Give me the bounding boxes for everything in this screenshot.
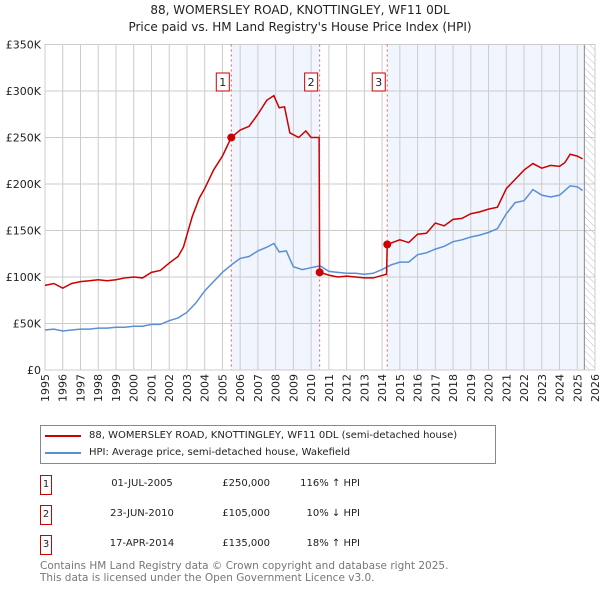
x-tick-label: 2007: [252, 374, 265, 402]
x-tick-label: 1995: [39, 374, 52, 402]
price-paid-line: [44, 94, 583, 290]
legend: 88, WOMERSLEY ROAD, KNOTTINGLEY, WF11 0D…: [40, 425, 496, 464]
x-tick-label: 2010: [305, 374, 318, 402]
x-tick-label: 2008: [270, 374, 283, 402]
transaction-hpi: 10% ↓ HPI: [306, 508, 360, 519]
x-tick-label: 2000: [128, 374, 141, 402]
x-tick-label: 1997: [74, 374, 87, 402]
x-tick-label: 1998: [92, 374, 105, 402]
x-tick-label: 1999: [110, 374, 123, 402]
x-tick-label: 2022: [518, 374, 531, 402]
x-tick-label: 2026: [589, 374, 600, 402]
sale-marker-label: 1: [219, 76, 226, 89]
x-tick-label: 2020: [483, 374, 496, 402]
transaction-marker: 1: [40, 475, 52, 495]
x-tick-label: 2006: [234, 374, 247, 402]
legend-label: 88, WOMERSLEY ROAD, KNOTTINGLEY, WF11 0D…: [89, 430, 458, 441]
x-tick-label: 2003: [181, 374, 194, 402]
x-tick-label: 2004: [199, 374, 212, 402]
chart-subtitle: Price paid vs. HM Land Registry's House …: [128, 20, 472, 34]
sale-marker-box: [215, 72, 230, 92]
transaction-price: £250,000: [222, 478, 270, 489]
legend-swatch-blue: [45, 451, 81, 454]
y-tick-label: £200K: [6, 178, 42, 191]
sale-point: [315, 268, 324, 277]
x-tick-label: 2025: [571, 374, 584, 402]
x-tick-label: 2011: [323, 374, 336, 402]
x-tick-label: 2021: [500, 374, 513, 402]
transaction-price: £105,000: [222, 508, 270, 519]
x-tick-label: 2012: [341, 374, 354, 402]
footer-copyright: Contains HM Land Registry data © Crown c…: [40, 560, 449, 572]
x-tick-label: 2017: [429, 374, 442, 402]
chart-title: 88, WOMERSLEY ROAD, KNOTTINGLEY, WF11 0D…: [150, 3, 450, 17]
legend-item-property: 88, WOMERSLEY ROAD, KNOTTINGLEY, WF11 0D…: [45, 430, 457, 441]
y-tick-label: £100K: [6, 271, 42, 284]
legend-label: HPI: Average price, semi-detached house,…: [89, 447, 351, 458]
sale-point: [383, 240, 392, 249]
x-tick-label: 2002: [163, 374, 176, 402]
transaction-row: 2 23-JUN-2010 £105,000 10% ↓ HPI: [40, 505, 440, 525]
transaction-row: 1 01-JUL-2005 £250,000 116% ↑ HPI: [40, 475, 440, 495]
y-tick-label: £50K: [13, 318, 42, 331]
x-tick-label: 2019: [465, 374, 478, 402]
shaded-region: [387, 44, 585, 370]
x-tick-label: 2016: [412, 374, 425, 402]
x-tick-label: 2009: [287, 374, 300, 402]
transaction-price: £135,000: [222, 538, 270, 549]
legend-swatch-red: [45, 434, 81, 437]
x-tick-label: 2001: [145, 374, 158, 402]
x-tick-label: 2014: [376, 374, 389, 402]
y-tick-label: £300K: [6, 85, 42, 98]
y-tick-label: £0: [27, 364, 41, 377]
sale-marker-label: 2: [308, 76, 315, 89]
hpi-line: [44, 185, 584, 332]
y-tick-label: £350K: [6, 39, 42, 52]
transaction-marker: 2: [40, 505, 52, 525]
legend-item-hpi: HPI: Average price, semi-detached house,…: [45, 447, 350, 458]
transaction-date: 23-JUN-2010: [110, 508, 174, 519]
transaction-hpi: 18% ↑ HPI: [306, 538, 360, 549]
transaction-hpi: 116% ↑ HPI: [300, 478, 360, 489]
y-tick-label: £250K: [6, 132, 42, 145]
x-tick-label: 2023: [536, 374, 549, 402]
price-chart: 1995 1996 1997 1998 1999 2000 2001 2002 2003 2004…: [6, 39, 600, 403]
x-tick-label: 2005: [216, 374, 229, 402]
x-tick-label: 2013: [358, 374, 371, 402]
footer-licence: This data is licensed under the Open Gov…: [40, 572, 375, 584]
forecast-hatch: [584, 44, 595, 370]
x-tick-label: 2024: [554, 374, 567, 402]
x-tick-label: 2018: [447, 374, 460, 402]
transaction-date: 01-JUL-2005: [111, 478, 173, 489]
transaction-marker: 3: [40, 535, 52, 555]
sale-point: [227, 133, 236, 142]
y-tick-label: £150K: [6, 225, 42, 238]
x-tick-label: 2015: [394, 374, 407, 402]
x-tick-label: 1996: [57, 374, 70, 402]
transaction-row: 3 17-APR-2014 £135,000 18% ↑ HPI: [40, 535, 440, 555]
sale-marker-box: [304, 72, 319, 92]
transaction-date: 17-APR-2014: [109, 538, 175, 549]
sale-marker-label: 3: [375, 76, 382, 89]
sale-marker-box: [371, 72, 386, 92]
